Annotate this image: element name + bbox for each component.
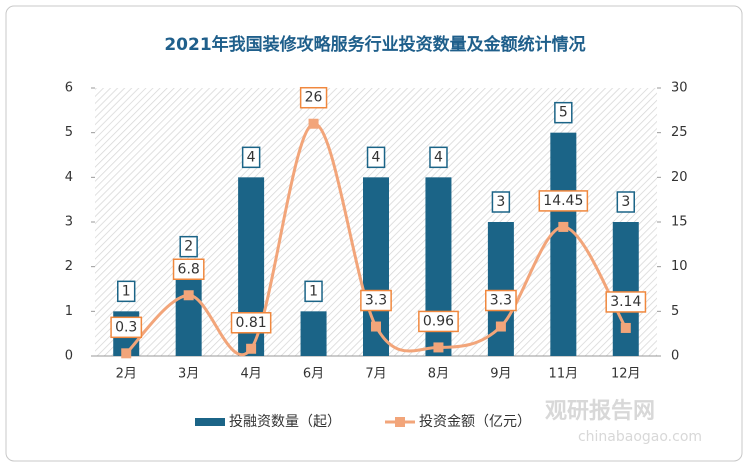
x-tick-label: 12月 — [611, 367, 641, 382]
y-tick-label: 5 — [65, 125, 73, 140]
line-label: 26 — [305, 90, 323, 106]
bar — [175, 266, 202, 356]
line-label: 3.14 — [610, 294, 641, 310]
line-label-box — [172, 258, 205, 281]
line-label: 3.3 — [365, 293, 387, 309]
watermark-url: chinabaogao.com — [578, 429, 702, 445]
bar-label: 3 — [621, 194, 630, 210]
bar-label: 5 — [559, 105, 568, 121]
bar — [550, 132, 577, 356]
bar-label-box — [179, 235, 198, 258]
bar-label-box — [616, 191, 635, 213]
line-label: 14.45 — [543, 193, 583, 209]
x-tick-label: 2月 — [116, 367, 137, 382]
x-tick-label: 4月 — [240, 367, 261, 382]
bar-label: 3 — [496, 194, 505, 210]
x-tick-label: 11月 — [549, 367, 579, 382]
line-label: 0.96 — [423, 313, 454, 329]
legend-label: 投融资数量（起） — [229, 414, 341, 430]
x-tick-label: 6月 — [303, 367, 324, 382]
y-tick-label: 1 — [65, 304, 73, 319]
line-label-box — [485, 289, 517, 312]
x-tick-label: 7月 — [365, 367, 386, 382]
x-tick-label: 9月 — [490, 367, 511, 382]
bar-label: 4 — [434, 149, 443, 165]
line-label: 0.81 — [236, 315, 267, 331]
bar-label: 4 — [247, 149, 256, 165]
line-label-box — [360, 289, 392, 312]
y2-tick-label: 0 — [671, 349, 679, 364]
bar-label-box — [117, 280, 136, 303]
y-tick-label: 6 — [65, 81, 73, 96]
line-label: 3.3 — [490, 293, 512, 309]
bar-label-box — [491, 191, 511, 213]
bar — [300, 311, 327, 356]
y2-tick-label: 20 — [671, 170, 688, 185]
line-label-box — [538, 190, 589, 212]
y-tick-label: 4 — [65, 170, 73, 185]
y2-tick-label: 10 — [671, 259, 688, 274]
line-label-box — [110, 316, 143, 339]
y2-tick-label: 15 — [671, 215, 688, 230]
bar-label-box — [241, 146, 261, 169]
bar-label-box — [366, 146, 386, 169]
line-label-box — [299, 86, 328, 109]
x-tick-label: 3月 — [178, 367, 199, 382]
line — [125, 122, 628, 357]
line-marker — [121, 348, 132, 359]
bar-label: 1 — [122, 283, 131, 299]
line-marker — [620, 322, 631, 333]
line-label-box — [418, 310, 459, 333]
y-tick-label: 2 — [65, 259, 73, 274]
y-tick-label: 0 — [65, 349, 73, 364]
chart-title: 2021年我国装修攻略服务行业投资数量及金额统计情况 — [164, 34, 585, 55]
legend-swatch — [395, 417, 405, 427]
legend-swatch — [195, 418, 225, 426]
y-tick-label: 3 — [65, 215, 73, 230]
line-marker — [433, 342, 444, 353]
line-marker — [371, 321, 381, 332]
bar-label-box — [554, 101, 573, 124]
watermark: 观研报告网 — [545, 399, 655, 424]
y2-tick-label: 25 — [671, 125, 688, 140]
y2-tick-label: 5 — [671, 304, 679, 319]
bar-label: 2 — [184, 239, 193, 255]
line-marker — [246, 343, 257, 354]
line-marker — [495, 321, 506, 332]
line-marker — [558, 221, 569, 232]
line-marker — [308, 118, 319, 129]
bar-label-box — [304, 280, 323, 303]
line-marker — [183, 290, 194, 301]
line-label: 6.8 — [178, 261, 200, 277]
bar-label-box — [429, 146, 448, 169]
line-label: 0.3 — [115, 319, 137, 335]
line-label-box — [230, 312, 272, 334]
x-tick-label: 8月 — [428, 367, 449, 382]
line-label-box — [605, 291, 647, 313]
bar — [612, 222, 639, 356]
bar-label: 1 — [309, 283, 318, 299]
y2-tick-label: 30 — [671, 81, 688, 96]
legend-label: 投资金额（亿元） — [419, 414, 531, 430]
bar-label: 4 — [372, 149, 381, 165]
